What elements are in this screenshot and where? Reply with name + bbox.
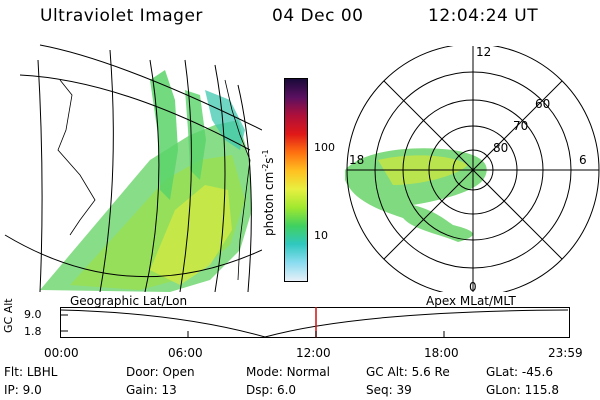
timeline-ytick-min: 1.8 — [24, 325, 42, 338]
right-panel-caption: Apex MLat/MLT — [426, 294, 516, 308]
geographic-image-panel — [4, 44, 262, 292]
door-status: Door: Open — [126, 365, 195, 379]
ip-status: IP: 9.0 — [4, 383, 42, 397]
mode-status: Mode: Normal — [246, 365, 330, 379]
mlat-label-70: 70 — [513, 119, 528, 133]
instrument-title: Ultraviolet Imager — [40, 6, 203, 26]
mlt-label-0: 0 — [469, 280, 477, 292]
altitude-timeline-plot — [60, 307, 570, 338]
colorbar-tick-10: 10 — [314, 229, 328, 242]
mlt-label-12: 12 — [476, 46, 491, 59]
glat-status: GLat: -45.6 — [486, 365, 553, 379]
time-readout: 12:04:24 UT — [428, 6, 539, 26]
mlat-label-60: 60 — [535, 97, 550, 111]
timeline-ytick-max: 9.0 — [24, 308, 42, 321]
gain-status: Gain: 13 — [126, 383, 177, 397]
polar-mlat-mlt-panel: 12 18 6 0 60 70 80 — [345, 46, 600, 292]
left-panel-caption: Geographic Lat/Lon — [70, 294, 188, 308]
glon-status: GLon: 115.8 — [486, 383, 559, 397]
timeline-xtick-2359: 23:59 — [548, 346, 583, 360]
auroral-streamer — [150, 70, 178, 200]
gc-alt-status: GC Alt: 5.6 Re — [366, 365, 450, 379]
mlt-label-6: 6 — [579, 153, 587, 167]
seq-status: Seq: 39 — [366, 383, 412, 397]
mlt-label-18: 18 — [349, 153, 364, 167]
dsp-status: Dsp: 6.0 — [246, 383, 297, 397]
timeline-xtick-1800: 18:00 — [424, 346, 459, 360]
date-readout: 04 Dec 00 — [272, 6, 364, 26]
timeline-axis-label: GC Alt — [2, 298, 15, 333]
mlat-label-80: 80 — [493, 141, 508, 155]
colorbar-tick-100: 100 — [314, 141, 335, 154]
colorbar — [284, 78, 308, 282]
timeline-xtick-0000: 00:00 — [44, 346, 79, 360]
timeline-xtick-1200: 12:00 — [296, 346, 331, 360]
coastline — [57, 79, 251, 281]
altitude-curve — [60, 309, 569, 338]
filter-status: Flt: LBHL — [4, 365, 58, 379]
colorbar-unit-label: photon cm-2s-1 — [261, 149, 276, 236]
timeline-xtick-0600: 06:00 — [168, 346, 203, 360]
